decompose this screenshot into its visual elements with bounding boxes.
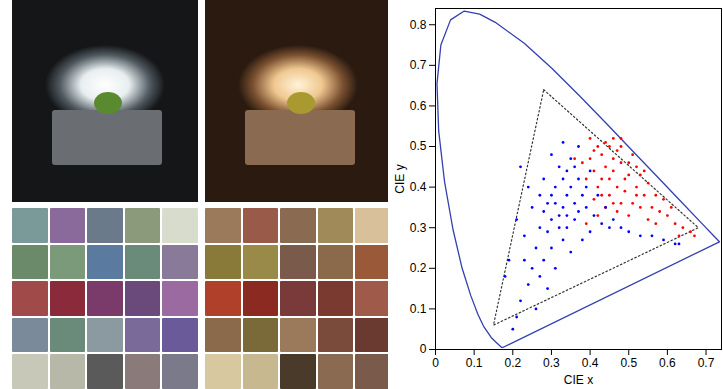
svg-text:0.3: 0.3 bbox=[543, 356, 560, 370]
svg-text:0.6: 0.6 bbox=[410, 99, 427, 113]
svg-text:CIE y: CIE y bbox=[393, 164, 407, 193]
svg-text:0.1: 0.1 bbox=[410, 302, 427, 316]
svg-text:0.4: 0.4 bbox=[410, 180, 427, 194]
svg-text:0: 0 bbox=[432, 356, 439, 370]
svg-text:0.5: 0.5 bbox=[620, 356, 637, 370]
svg-text:0.1: 0.1 bbox=[466, 356, 483, 370]
svg-text:0.5: 0.5 bbox=[410, 139, 427, 153]
svg-text:0.4: 0.4 bbox=[582, 356, 599, 370]
svg-text:0.6: 0.6 bbox=[659, 356, 676, 370]
svg-text:0: 0 bbox=[420, 342, 427, 356]
svg-text:0.7: 0.7 bbox=[698, 356, 715, 370]
svg-text:0.3: 0.3 bbox=[410, 221, 427, 235]
svg-text:0.7: 0.7 bbox=[410, 58, 427, 72]
svg-text:0.2: 0.2 bbox=[504, 356, 521, 370]
svg-text:0.8: 0.8 bbox=[410, 18, 427, 32]
svg-text:0.2: 0.2 bbox=[410, 261, 427, 275]
svg-text:CIE x: CIE x bbox=[564, 373, 593, 387]
